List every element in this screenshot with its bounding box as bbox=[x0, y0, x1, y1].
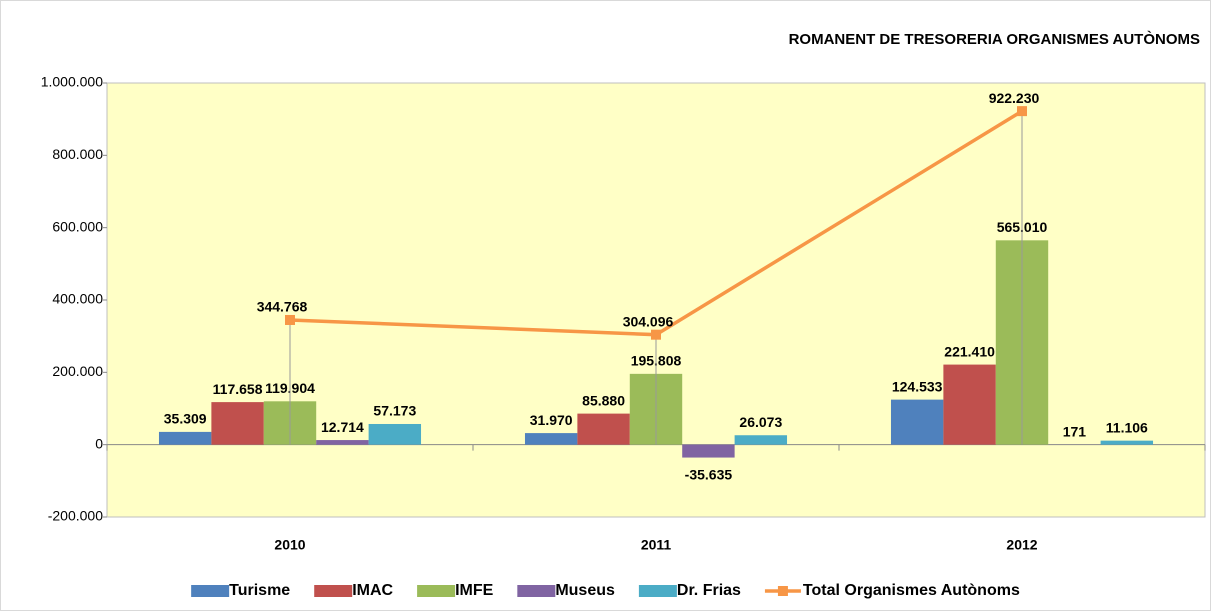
bar bbox=[682, 444, 735, 458]
bar bbox=[890, 399, 944, 445]
bar bbox=[211, 402, 264, 445]
y-tick-label: -200.000 bbox=[48, 508, 103, 524]
y-tick-label: 400.000 bbox=[52, 291, 103, 307]
data-label: 11.106 bbox=[1106, 419, 1148, 435]
legend-label: IMFE bbox=[455, 582, 494, 599]
data-label: 117.658 bbox=[213, 381, 263, 397]
y-tick-label: 1.000.000 bbox=[41, 74, 103, 90]
x-tick-label: 2012 bbox=[1006, 537, 1037, 553]
data-label: 35.309 bbox=[164, 411, 207, 427]
legend: Turisme IMAC IMFE Museus Dr. Frias Total Orga… bbox=[191, 582, 1020, 599]
x-tick-label: 2011 bbox=[641, 537, 672, 553]
data-label: 31.970 bbox=[530, 412, 573, 428]
marker bbox=[285, 314, 295, 325]
data-label: 304.096 bbox=[623, 313, 674, 329]
bar bbox=[368, 423, 422, 445]
legend-swatch bbox=[638, 585, 677, 597]
bar bbox=[1100, 440, 1154, 445]
legend-swatch bbox=[517, 585, 556, 597]
legend-swatch bbox=[191, 585, 230, 597]
legend-label: Dr. Frias bbox=[677, 582, 741, 599]
chart-title: ROMANENT DE TRESORERIA ORGANISMES AUTÒNO… bbox=[789, 30, 1200, 48]
data-label: 85.880 bbox=[582, 392, 625, 408]
data-label: 171 bbox=[1063, 423, 1087, 439]
legend-label: IMAC bbox=[352, 582, 393, 599]
data-label: 12.714 bbox=[321, 419, 364, 435]
bar bbox=[316, 440, 369, 445]
legend-swatch bbox=[314, 585, 353, 597]
bar bbox=[943, 364, 996, 445]
marker bbox=[651, 329, 661, 340]
y-tick-label: 0 bbox=[95, 435, 103, 451]
marker bbox=[1017, 106, 1027, 117]
y-tick-label: 200.000 bbox=[52, 363, 103, 379]
x-tick-label: 2010 bbox=[274, 537, 305, 553]
data-label: -35.635 bbox=[685, 466, 733, 482]
data-label: 124.533 bbox=[892, 378, 943, 394]
legend-swatch bbox=[777, 586, 788, 596]
bar bbox=[577, 413, 630, 445]
legend-swatch bbox=[417, 585, 456, 597]
bar bbox=[158, 431, 212, 445]
legend-label: Museus bbox=[555, 582, 615, 599]
legend-label: Total Organismes Autònoms bbox=[803, 582, 1020, 599]
legend-label: Turisme bbox=[229, 582, 290, 599]
y-tick-label: 800.000 bbox=[52, 146, 103, 162]
data-label: 221.410 bbox=[944, 343, 995, 359]
bar bbox=[524, 433, 578, 445]
y-tick-label: 600.000 bbox=[52, 218, 103, 234]
data-label: 922.230 bbox=[989, 90, 1040, 106]
data-label: 344.768 bbox=[257, 299, 308, 315]
bar bbox=[734, 435, 788, 445]
data-label: 26.073 bbox=[739, 414, 782, 430]
data-label: 57.173 bbox=[373, 403, 416, 419]
